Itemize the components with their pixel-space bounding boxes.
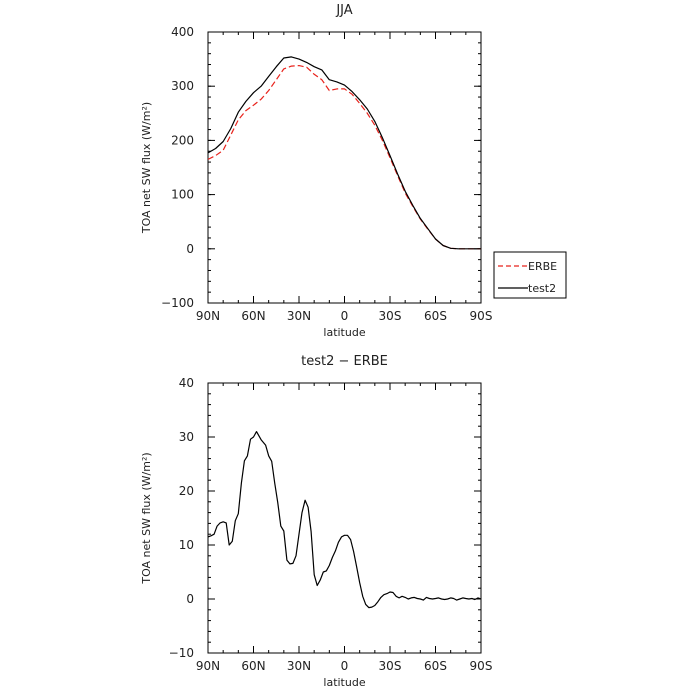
- y-tick-label: 0: [186, 242, 194, 256]
- x-tick-label: 60S: [424, 659, 447, 673]
- series-line-test2: [207, 56, 481, 250]
- y-tick-label: 100: [171, 188, 194, 202]
- y-tick-label: 200: [171, 133, 194, 147]
- plot-frame-1: [207, 382, 482, 654]
- x-tick-label: 30S: [379, 659, 402, 673]
- y-axis-label: TOA net SW flux (W/m²): [140, 102, 153, 234]
- legend-label-erbe: ERBE: [528, 260, 557, 273]
- x-tick-label: 60N: [241, 309, 265, 323]
- y-tick-label: 40: [179, 376, 194, 390]
- x-tick-label: 0: [341, 659, 349, 673]
- x-tick-label: 60N: [241, 659, 265, 673]
- x-tick-label: 90S: [470, 309, 493, 323]
- x-tick-label: 60S: [424, 309, 447, 323]
- y-tick-label: 300: [171, 79, 194, 93]
- chart-title: test2 − ERBE: [301, 354, 388, 369]
- legend-label-test2: test2: [528, 282, 556, 295]
- y-tick-label: 400: [171, 25, 194, 39]
- y-tick-label: 20: [179, 484, 194, 498]
- y-tick-label: 10: [179, 538, 194, 552]
- plot-frame-0: [207, 31, 482, 304]
- series-line-erbe: [207, 64, 481, 250]
- y-axis-label: TOA net SW flux (W/m²): [140, 452, 153, 584]
- chart-title: JJA: [335, 3, 352, 18]
- y-tick-label: −10: [169, 646, 194, 660]
- y-tick-label: 0: [186, 592, 194, 606]
- x-tick-label: 30N: [287, 659, 311, 673]
- x-tick-label: 30S: [379, 309, 402, 323]
- legend-box: [493, 251, 567, 299]
- x-tick-label: 30N: [287, 309, 311, 323]
- x-tick-label: 0: [341, 309, 349, 323]
- x-axis-label: latitude: [323, 326, 365, 339]
- y-tick-label: −100: [161, 296, 194, 310]
- x-tick-label: 90N: [196, 659, 220, 673]
- x-tick-label: 90S: [470, 659, 493, 673]
- x-axis-label: latitude: [323, 676, 365, 689]
- x-tick-label: 90N: [196, 309, 220, 323]
- series-line-difference: [207, 431, 482, 609]
- y-tick-label: 30: [179, 430, 194, 444]
